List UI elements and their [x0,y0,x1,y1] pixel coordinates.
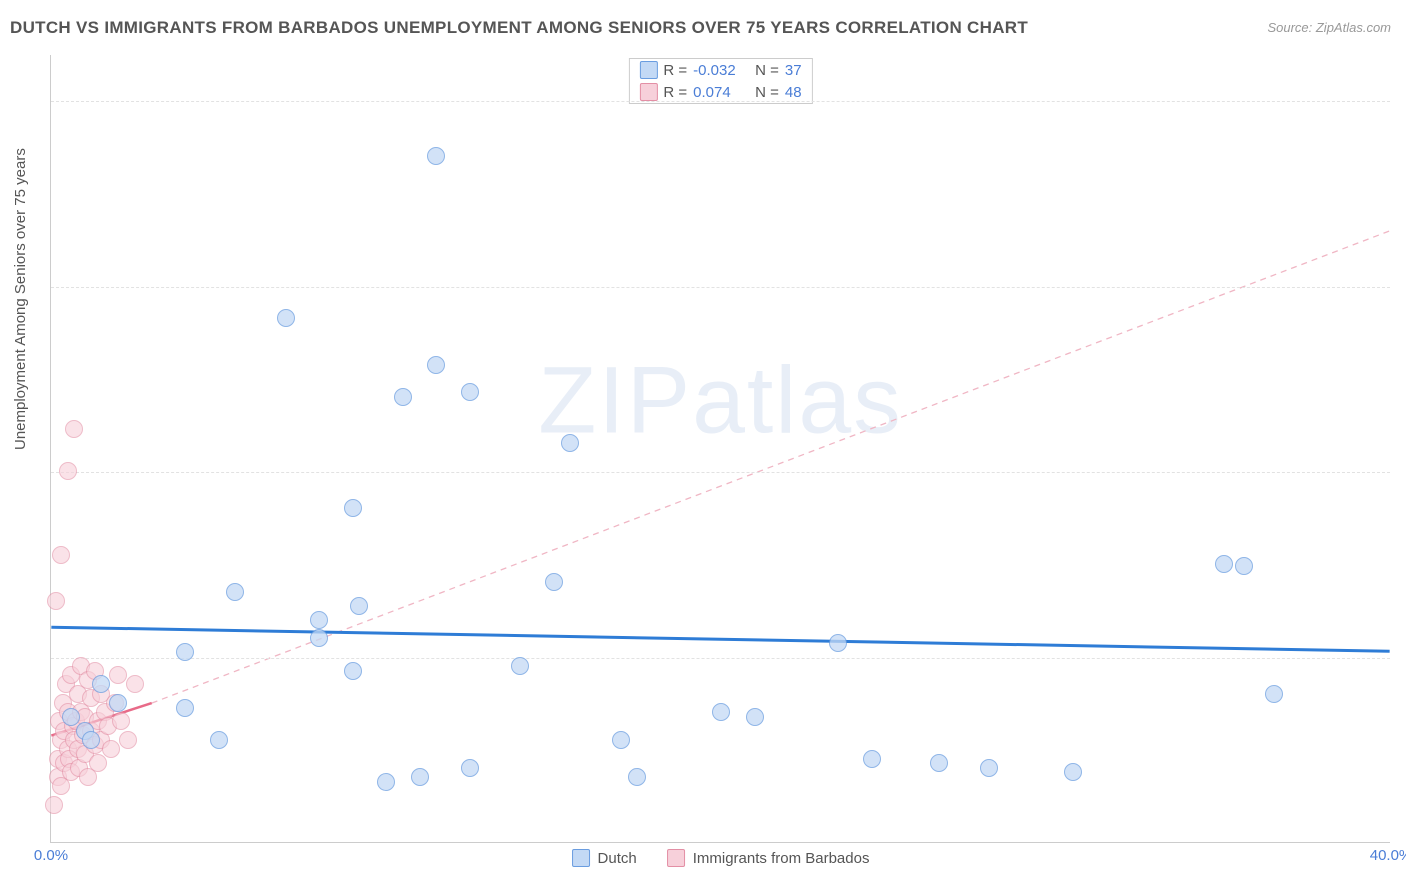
y-tick-label: 40.0% [1396,464,1406,481]
y-axis-label: Unemployment Among Seniors over 75 years [12,148,29,450]
data-point-dutch [377,773,395,791]
legend-label-barbados: Immigrants from Barbados [693,850,870,867]
legend-swatch-dutch [572,849,590,867]
data-point-barbados [47,592,65,610]
data-point-barbados [119,731,137,749]
source-attribution: Source: ZipAtlas.com [1267,20,1391,35]
y-tick-label: 80.0% [1396,93,1406,110]
data-point-dutch [612,731,630,749]
data-point-dutch [350,597,368,615]
r-value-dutch: -0.032 [693,62,749,79]
data-point-barbados [109,666,127,684]
data-point-barbados [89,754,107,772]
legend-item-barbados: Immigrants from Barbados [667,849,870,867]
data-point-dutch [863,750,881,768]
data-point-dutch [344,499,362,517]
y-tick-label: 20.0% [1396,649,1406,666]
data-point-barbados [102,740,120,758]
data-point-dutch [310,611,328,629]
gridline [51,101,1390,102]
data-point-dutch [427,147,445,165]
r-value-barbados: 0.074 [693,84,749,101]
legend-label-dutch: Dutch [598,850,637,867]
watermark: ZIPatlas [538,347,902,456]
data-point-dutch [277,309,295,327]
x-tick-label: 0.0% [34,847,68,864]
n-label: N = [755,62,779,79]
y-tick-label: 60.0% [1396,278,1406,295]
data-point-dutch [427,356,445,374]
data-point-dutch [1215,555,1233,573]
n-value-dutch: 37 [785,62,802,79]
n-value-barbados: 48 [785,84,802,101]
correlation-legend: R = -0.032 N = 37 R = 0.074 N = 48 [628,58,812,104]
data-point-dutch [1235,557,1253,575]
trendlines-layer [51,55,1390,842]
data-point-dutch [82,731,100,749]
data-point-barbados [52,546,70,564]
series-legend: Dutch Immigrants from Barbados [572,849,870,867]
gridline [51,287,1390,288]
correlation-legend-row-barbados: R = 0.074 N = 48 [629,81,811,103]
gridline [51,658,1390,659]
data-point-dutch [545,573,563,591]
data-point-dutch [1064,763,1082,781]
data-point-dutch [92,675,110,693]
data-point-dutch [210,731,228,749]
chart-title: DUTCH VS IMMIGRANTS FROM BARBADOS UNEMPL… [10,18,1028,38]
data-point-dutch [980,759,998,777]
data-point-dutch [310,629,328,647]
data-point-dutch [109,694,127,712]
data-point-dutch [176,699,194,717]
data-point-barbados [126,675,144,693]
data-point-dutch [712,703,730,721]
data-point-dutch [176,643,194,661]
legend-item-dutch: Dutch [572,849,637,867]
data-point-barbados [65,420,83,438]
gridline [51,472,1390,473]
data-point-barbados [112,712,130,730]
r-label: R = [663,84,687,101]
legend-swatch-barbados [667,849,685,867]
data-point-dutch [746,708,764,726]
data-point-dutch [561,434,579,452]
data-point-barbados [45,796,63,814]
data-point-dutch [511,657,529,675]
data-point-dutch [461,759,479,777]
correlation-legend-row-dutch: R = -0.032 N = 37 [629,59,811,81]
data-point-dutch [344,662,362,680]
data-point-barbados [59,462,77,480]
data-point-dutch [930,754,948,772]
x-tick-label: 40.0% [1370,847,1406,864]
data-point-dutch [1265,685,1283,703]
n-label: N = [755,84,779,101]
legend-swatch-barbados [639,83,657,101]
legend-swatch-dutch [639,61,657,79]
data-point-dutch [226,583,244,601]
plot-area: ZIPatlas R = -0.032 N = 37 R = 0.074 N =… [50,55,1390,843]
data-point-dutch [411,768,429,786]
data-point-dutch [62,708,80,726]
data-point-dutch [394,388,412,406]
r-label: R = [663,62,687,79]
data-point-dutch [829,634,847,652]
data-point-dutch [628,768,646,786]
data-point-dutch [461,383,479,401]
